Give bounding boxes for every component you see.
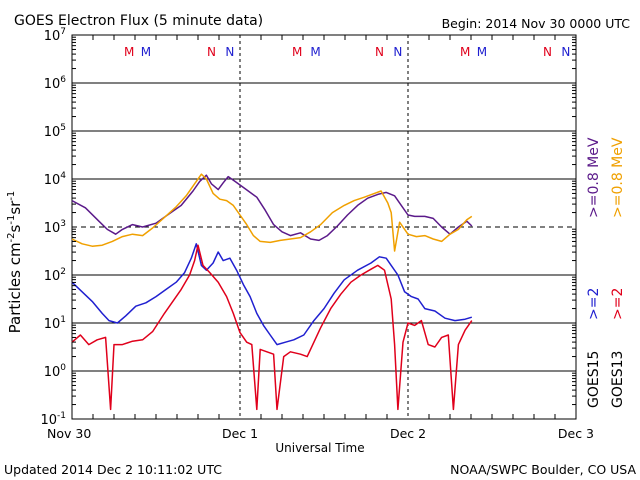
y-tick-label-1e-1: 10-1 <box>40 411 66 428</box>
y-axis-label-mid2: sr <box>6 200 24 215</box>
chart-title: GOES Electron Flux (5 minute data) <box>14 13 263 29</box>
grid-lines <box>72 82 576 372</box>
begin-label: Begin: 2014 Nov 30 0000 UTC <box>442 16 631 31</box>
y-axis-ticks: 10-1 100 101 102 103 104 105 106 107 <box>40 27 576 428</box>
x-tick-label-1: Dec 1 <box>222 426 258 441</box>
legend-item-0-1: >=0.8 MeV <box>610 137 626 218</box>
y-tick-label-1e7: 107 <box>44 27 66 44</box>
y-tick-label-1e5: 105 <box>44 123 66 140</box>
marker-4: M <box>292 45 302 59</box>
legend-text-2-1: GOES13 <box>610 351 626 408</box>
legend-text-2-0: GOES15 <box>586 351 602 408</box>
marker-8: M <box>460 45 470 59</box>
y-tick-label-1e0: 100 <box>44 363 67 380</box>
legend-item-2-0: GOES15 <box>586 351 602 408</box>
y-tick-label-1e2: 102 <box>44 267 66 284</box>
marker-6: N <box>375 45 384 59</box>
marker-9: M <box>477 45 487 59</box>
x-axis-ticks: Nov 30 Dec 1 Dec 2 Dec 3 <box>47 35 594 441</box>
y-axis-label-exp1: -2 <box>6 232 17 242</box>
legend-text-0-1: >=0.8 MeV <box>610 137 626 218</box>
marker-0: M <box>124 45 134 59</box>
x-tick-label-2: Dec 2 <box>390 426 426 441</box>
y-axis-label-exp2: -1 <box>6 215 17 225</box>
y-axis-label: Particles cm-2s-1sr-1 <box>6 191 24 334</box>
y-axis-label-exp3: -1 <box>6 191 17 201</box>
marker-3: N <box>225 45 234 59</box>
legend-item-1-0: >=2 <box>586 288 602 320</box>
x-tick-label-3: Dec 3 <box>558 426 594 441</box>
series-line-0 <box>71 174 473 242</box>
day-divider-lines <box>239 35 409 419</box>
series-line-1 <box>71 173 473 252</box>
legend-text-1-0: >=2 <box>586 288 602 320</box>
y-axis-label-mid1: s <box>6 224 24 232</box>
footer-credit: NOAA/SWPC Boulder, CO USA <box>450 462 636 477</box>
legend-text-0-0: >=0.8 MeV <box>586 137 602 218</box>
legend-text-1-1: >=2 <box>610 288 626 320</box>
marker-2: N <box>207 45 216 59</box>
y-tick-label-1e4: 104 <box>44 171 67 188</box>
legend-item-2-1: GOES13 <box>610 351 626 408</box>
marker-1: M <box>141 45 151 59</box>
series-lines <box>71 173 473 411</box>
series-line-2 <box>71 243 473 346</box>
svg-text:Particles cm-2s-1sr-1: Particles cm-2s-1sr-1 <box>6 191 24 334</box>
legend-item-1-1: >=2 <box>610 288 626 320</box>
footer-updated: Updated 2014 Dec 2 10:11:02 UTC <box>4 462 222 477</box>
marker-11: N <box>561 45 570 59</box>
marker-5: M <box>310 45 320 59</box>
x-tick-label-0: Nov 30 <box>47 426 91 441</box>
y-tick-label-1e6: 106 <box>44 75 67 92</box>
marker-7: N <box>393 45 402 59</box>
x-axis-label: Universal Time <box>275 441 364 455</box>
series-line-3 <box>71 244 473 411</box>
y-tick-label-1e1: 101 <box>44 315 66 332</box>
y-axis-label-base: Particles cm <box>6 242 24 333</box>
legend-item-0-0: >=0.8 MeV <box>586 137 602 218</box>
y-tick-label-1e3: 103 <box>44 219 66 236</box>
marker-10: N <box>543 45 552 59</box>
legend: >=0.8 MeV >=0.8 MeV >=2 >=2 GOES15 GOES13 <box>586 137 626 408</box>
